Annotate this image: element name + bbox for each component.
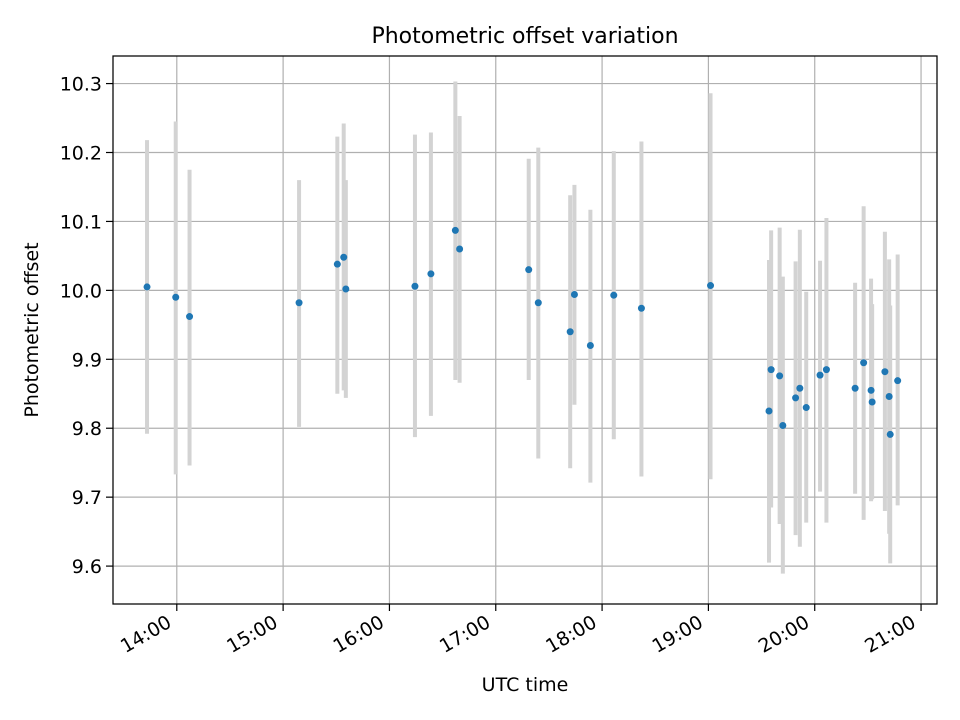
data-point <box>885 393 893 401</box>
data-points <box>143 226 902 438</box>
y-tick-label: 10.2 <box>60 143 102 165</box>
y-tick-label: 10.0 <box>60 280 102 302</box>
y-tick-label: 10.1 <box>60 211 102 233</box>
data-point <box>637 304 645 312</box>
y-tick-label: 9.6 <box>72 556 102 578</box>
y-axis-ticks: 9.6 9.7 9.8 9.9 10.0 10.1 10.2 10.3 <box>60 74 113 578</box>
data-point <box>340 253 348 261</box>
data-point <box>802 404 810 412</box>
data-point <box>860 359 868 367</box>
data-point <box>796 384 804 392</box>
data-point <box>586 342 594 350</box>
data-point <box>172 293 180 301</box>
y-tick-label: 9.8 <box>72 418 102 440</box>
data-point <box>822 366 830 374</box>
data-point <box>451 226 459 234</box>
plot-frame <box>112 55 938 605</box>
data-point <box>534 299 542 307</box>
data-point <box>570 291 578 299</box>
chart-title: Photometric offset variation <box>371 24 678 49</box>
data-point <box>186 313 194 321</box>
data-point <box>411 282 419 290</box>
data-point <box>765 407 773 415</box>
y-axis-label: Photometric offset <box>21 242 43 417</box>
data-point <box>776 372 784 380</box>
data-point <box>427 270 435 278</box>
data-point <box>143 283 151 291</box>
data-point <box>868 398 876 406</box>
data-point <box>295 299 303 307</box>
data-point <box>767 366 775 374</box>
data-point <box>886 430 894 438</box>
y-tick-label: 9.7 <box>72 487 102 509</box>
data-point <box>456 245 464 253</box>
data-point <box>851 384 859 392</box>
data-point <box>894 377 902 385</box>
data-point <box>333 260 341 268</box>
data-point <box>707 282 715 290</box>
data-point <box>792 394 800 402</box>
data-point <box>779 421 787 429</box>
data-point <box>525 266 533 274</box>
data-point <box>816 371 824 379</box>
data-point <box>566 328 574 336</box>
x-axis-label: UTC time <box>482 674 569 696</box>
data-point <box>610 291 618 299</box>
data-point <box>867 386 875 394</box>
y-tick-label: 9.9 <box>72 349 102 371</box>
data-point <box>342 285 350 293</box>
data-point <box>881 368 889 376</box>
y-tick-label: 10.3 <box>60 74 102 96</box>
